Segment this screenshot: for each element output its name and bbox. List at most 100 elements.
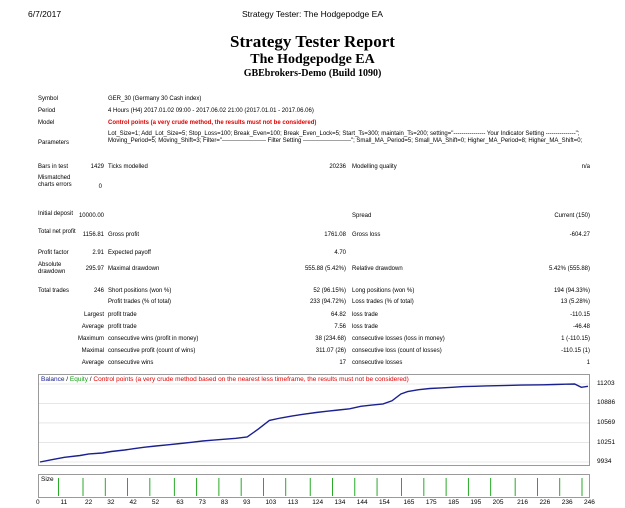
profit-trades-label: Profit trades (% of total) <box>108 299 172 305</box>
broker-name: GBEbrokers-Demo (Build 1090) <box>243 68 382 79</box>
quality-value: n/a <box>581 164 590 170</box>
x-tick-label: 103 <box>265 499 277 506</box>
y-tick-label: 11203 <box>597 380 615 387</box>
largest-profit-label: profit trade <box>108 312 137 318</box>
report-title: Strategy Tester Report <box>230 32 395 51</box>
y-tick-label: 10886 <box>597 399 616 407</box>
size-label: Size <box>41 476 54 483</box>
x-tick-label: 165 <box>403 499 415 506</box>
max-dd-label: Maximal drawdown <box>108 266 160 272</box>
loss-trades-value: 13 (5.28%) <box>560 299 590 305</box>
x-tick-label: 226 <box>539 499 551 506</box>
avg-cons-losses-value: 1 <box>586 360 590 366</box>
legend-equity: Equity <box>69 376 88 383</box>
chart-legend: Balance / Equity / Control points (a ver… <box>41 376 409 383</box>
expected-payoff-value: 4.70 <box>334 250 346 256</box>
x-tick-label: 144 <box>356 499 368 506</box>
legend-control-points: Control points (a very crude method base… <box>93 376 409 383</box>
x-tick-label: 124 <box>312 499 324 506</box>
x-tick-label: 0 <box>36 499 40 506</box>
largest-loss-value: -110.15 <box>570 312 590 318</box>
gross-profit-value: 1761.08 <box>324 232 346 238</box>
x-tick-label: 246 <box>584 499 595 506</box>
x-tick-label: 42 <box>129 499 137 506</box>
maximal-cons-profit-label: consecutive profit (count of wins) <box>108 348 196 354</box>
long-label: Long positions (won %) <box>352 288 415 294</box>
x-tick-label: 195 <box>470 499 482 506</box>
header-date: 6/7/2017 <box>28 9 62 19</box>
profit-factor-label: Profit factor <box>38 250 69 256</box>
rel-dd-value: 5.42% (555.88) <box>548 266 590 272</box>
x-tick-label: 216 <box>517 499 529 506</box>
average2-label: Average <box>81 360 104 366</box>
average-label: Average <box>81 324 104 330</box>
x-tick-label: 113 <box>287 499 299 506</box>
spread-value: Current (150) <box>554 213 590 219</box>
total-trades-value: 246 <box>93 288 104 294</box>
x-tick-label: 175 <box>425 499 437 506</box>
largest-loss-label: loss trade <box>352 312 379 318</box>
y-tick-label: 10251 <box>597 438 616 446</box>
symbol-value: GER_30 (Germany 30 Cash index) <box>108 96 202 102</box>
avg-profit-label: profit trade <box>108 324 137 330</box>
x-tick-label: 83 <box>220 499 229 506</box>
x-tick-label: 205 <box>492 499 504 506</box>
short-value: 52 (96.15%) <box>313 288 346 294</box>
bars-label: Bars in test <box>38 164 69 170</box>
max-cons-losses-value: 1 (-110.15) <box>561 336 590 342</box>
abs-dd-label: Absolute drawdown <box>38 262 66 275</box>
x-tick-label: 185 <box>448 499 459 506</box>
ticks-value: 20236 <box>329 164 346 170</box>
size-chart <box>38 474 590 498</box>
quality-label: Modelling quality <box>352 164 397 170</box>
loss-trades-label: Loss trades (% of total) <box>352 299 414 305</box>
rel-dd-label: Relative drawdown <box>352 266 403 272</box>
expected-payoff-label: Expected payoff <box>108 250 151 256</box>
long-value: 194 (94.33%) <box>553 288 590 294</box>
short-label: Short positions (won %) <box>108 288 172 294</box>
mismatched-label: Mismatched charts errors <box>38 175 72 188</box>
max-dd-value: 555.88 (5.42%) <box>304 266 346 272</box>
avg-loss-label: loss trade <box>352 324 379 330</box>
largest-label: Largest <box>83 312 104 318</box>
x-tick-label: 154 <box>379 499 390 506</box>
avg-cons-losses-label: consecutive losses <box>352 360 403 366</box>
spread-label: Spread <box>352 213 372 219</box>
avg-cons-wins-label: consecutive wins <box>108 360 154 366</box>
legend-balance: Balance <box>41 376 65 383</box>
gross-loss-value: -604.27 <box>569 232 590 238</box>
net-profit-label: Total net profit <box>38 229 76 235</box>
bars-value: 1429 <box>90 164 104 170</box>
model-value: Control points (a very crude method, the… <box>108 120 317 126</box>
x-tick-label: 52 <box>151 499 160 506</box>
maximal-label: Maximal <box>81 348 104 354</box>
x-tick-label: 73 <box>198 499 206 506</box>
avg-profit-value: 7.56 <box>334 324 346 330</box>
x-tick-label: 236 <box>561 499 573 506</box>
window-title: Strategy Tester: The Hodgepodge EA <box>242 9 383 19</box>
maximal-cons-loss-value: -110.15 (1) <box>561 348 590 354</box>
y-tick-label: 9934 <box>597 458 612 465</box>
largest-profit-value: 64.82 <box>330 312 346 318</box>
gross-loss-label: Gross loss <box>352 232 381 238</box>
parameters-label: Parameters <box>38 140 70 146</box>
parameters-value: Lot_Size=1; Add_Lot_Size=5; Stop_Loss=10… <box>108 131 583 144</box>
max-cons-wins-value: 38 (234.68) <box>315 336 346 342</box>
mismatched-value: 0 <box>98 184 102 190</box>
balance-series-line <box>39 383 589 463</box>
balance-chart <box>38 374 590 466</box>
profit-factor-value: 2.91 <box>92 250 104 256</box>
legend-separator: / <box>88 376 94 383</box>
x-tick-label: 11 <box>60 499 68 506</box>
maximum-label: Maximum <box>77 336 104 342</box>
legend-separator: / <box>64 376 70 383</box>
initial-deposit-label: Initial deposit <box>38 211 74 217</box>
x-tick-label: 134 <box>334 499 346 506</box>
avg-cons-wins-value: 17 <box>339 360 346 366</box>
x-tick-label: 93 <box>243 499 251 506</box>
total-trades-label: Total trades <box>38 288 70 294</box>
max-cons-losses-label: consecutive losses (loss in money) <box>352 336 445 342</box>
net-profit-value: 1156.81 <box>82 232 104 238</box>
x-tick-label: 32 <box>107 499 115 506</box>
